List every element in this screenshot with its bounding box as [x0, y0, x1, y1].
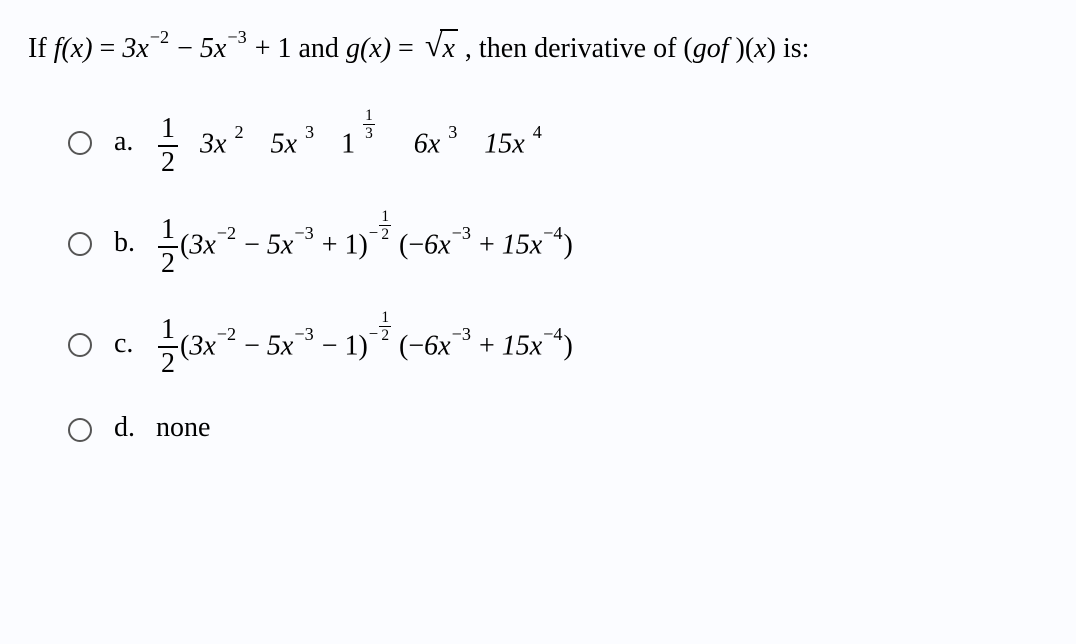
c-t4: 6x — [424, 330, 450, 361]
b-close: ) — [359, 229, 368, 260]
radical-symbol: √ — [425, 25, 443, 67]
option-c-label: c. — [114, 326, 150, 362]
c-t2: 5x — [267, 330, 293, 361]
c-m2: − — [315, 330, 345, 361]
b-e2: −3 — [294, 223, 313, 243]
c-close2: ) — [564, 330, 573, 361]
a-t5: 15x — [484, 128, 531, 159]
c-e5: −4 — [543, 324, 562, 344]
term2-var: x — [214, 33, 226, 64]
minus-1: − — [177, 33, 200, 64]
b-open2: (− — [392, 229, 424, 260]
a-t3: 1 — [341, 128, 362, 159]
text-tail: , then derivative of — [465, 33, 683, 64]
eq1: = — [100, 33, 123, 64]
a-t1: 3x — [200, 128, 233, 159]
term1-exp: −2 — [150, 27, 169, 47]
a-e5: 4 — [533, 122, 542, 142]
a-t2: 5x — [271, 128, 304, 159]
text-and: and — [299, 33, 346, 64]
term1-var: x — [136, 33, 148, 64]
radio-b[interactable] — [68, 232, 92, 256]
c-open2: (− — [392, 330, 424, 361]
b-open: ( — [180, 229, 189, 260]
plus-1: + — [255, 33, 278, 64]
g-of-x: g(x) — [346, 33, 391, 64]
a-t4: 6x — [414, 128, 447, 159]
c-exp-sign: − — [369, 326, 378, 343]
b-p2: + — [472, 229, 502, 260]
a-e4: 3 — [448, 122, 457, 142]
c-e4: −3 — [452, 324, 471, 344]
term1-coef: 3 — [122, 33, 136, 64]
b-e5: −4 — [543, 223, 562, 243]
c-t1: 3x — [189, 330, 215, 361]
b-lead-frac: 1 2 — [158, 216, 178, 278]
term2-exp: −3 — [227, 27, 246, 47]
radio-a[interactable] — [68, 131, 92, 155]
gof: (gof )(x) — [683, 33, 776, 64]
option-a[interactable]: a. 1 2 3x 2 5x 3 1 1 3 6x 3 — [68, 108, 1048, 177]
option-d[interactable]: d. none — [68, 410, 1048, 446]
b-close2: ) — [564, 229, 573, 260]
a-e2: 3 — [305, 122, 314, 142]
option-d-label: d. — [114, 410, 150, 446]
b-exp-frac: 12 — [379, 209, 391, 243]
radicand: x — [440, 29, 457, 67]
option-d-content: none — [156, 410, 210, 446]
option-b-content: 1 2 (3x−2 − 5x−3 + 1)−12 (−6x−3 + 15x−4) — [156, 209, 573, 278]
c-e2: −3 — [294, 324, 313, 344]
a-exp-frac: 1 3 — [363, 108, 375, 142]
a-lead-frac: 1 2 — [158, 115, 178, 177]
b-t4: 6x — [424, 229, 450, 260]
options-list: a. 1 2 3x 2 5x 3 1 1 3 6x 3 — [68, 108, 1048, 447]
question-stem: If f(x) = 3x−2 − 5x−3 + 1 and g(x) = √x … — [28, 26, 1048, 68]
a-e1: 2 — [234, 122, 243, 142]
b-e1: −2 — [217, 223, 236, 243]
b-t5: 15x — [502, 229, 542, 260]
b-e4: −3 — [452, 223, 471, 243]
c-exp-frac: 12 — [379, 310, 391, 344]
sqrt-x: √x — [421, 26, 458, 68]
c-lead-frac: 1 2 — [158, 316, 178, 378]
f-of-x: f(x) — [54, 33, 93, 64]
b-t1: 3x — [189, 229, 215, 260]
option-d-text: none — [156, 412, 210, 443]
b-t3: 1 — [345, 229, 359, 260]
text-end: is: — [783, 33, 809, 64]
term3: 1 — [278, 33, 292, 64]
option-a-content: 1 2 3x 2 5x 3 1 1 3 6x 3 15x 4 — [156, 108, 543, 177]
c-m1: − — [237, 330, 267, 361]
option-c[interactable]: c. 1 2 (3x−2 − 5x−3 − 1)−12 (−6x−3 + 15x… — [68, 310, 1048, 379]
option-a-label: a. — [114, 124, 150, 160]
b-t2: 5x — [267, 229, 293, 260]
option-b-label: b. — [114, 225, 150, 261]
c-open: ( — [180, 330, 189, 361]
text-if: If — [28, 33, 54, 64]
c-t5: 15x — [502, 330, 542, 361]
b-exp-sign: − — [369, 225, 378, 242]
radio-d[interactable] — [68, 418, 92, 442]
option-c-content: 1 2 (3x−2 − 5x−3 − 1)−12 (−6x−3 + 15x−4) — [156, 310, 573, 379]
c-t3: 1 — [345, 330, 359, 361]
radio-c[interactable] — [68, 333, 92, 357]
question-page: If f(x) = 3x−2 − 5x−3 + 1 and g(x) = √x … — [0, 0, 1076, 644]
term2-coef: 5 — [200, 33, 214, 64]
c-close: ) — [359, 330, 368, 361]
b-m1: − — [237, 229, 267, 260]
b-p1: + — [315, 229, 345, 260]
c-p2: + — [472, 330, 502, 361]
c-e1: −2 — [217, 324, 236, 344]
eq2: = — [398, 33, 421, 64]
option-b[interactable]: b. 1 2 (3x−2 − 5x−3 + 1)−12 (−6x−3 + 15x… — [68, 209, 1048, 278]
